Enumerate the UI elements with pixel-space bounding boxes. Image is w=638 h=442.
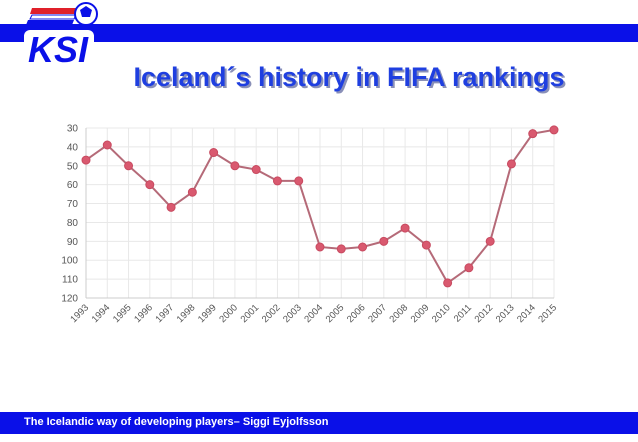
y-tick-label: 110 (62, 275, 78, 286)
x-tick-label: 2013 (494, 302, 517, 325)
x-tick-label: 1995 (111, 302, 134, 325)
x-tick-label: 2005 (324, 302, 347, 325)
y-tick-label: 120 (61, 294, 78, 305)
y-tick-label: 90 (67, 237, 79, 248)
x-tick-label: 2001 (239, 302, 262, 325)
data-point (528, 129, 538, 139)
data-point (145, 180, 155, 190)
logo-letters-bg (24, 30, 94, 64)
x-tick-label: 2000 (217, 302, 240, 325)
data-point (102, 140, 112, 150)
x-tick-label: 1999 (196, 302, 219, 325)
data-point (272, 176, 282, 186)
data-point (336, 244, 346, 254)
x-tick-label: 2003 (281, 302, 304, 325)
y-tick-label: 70 (67, 199, 79, 210)
logo-ball-patch (80, 6, 92, 17)
y-tick-label: 50 (67, 161, 79, 172)
x-tick-label: 1996 (132, 302, 155, 325)
y-tick-label: 30 (67, 124, 79, 135)
data-point (81, 155, 91, 165)
data-point (166, 202, 176, 212)
x-tick-label: 2004 (302, 302, 325, 325)
data-point (358, 242, 368, 252)
x-tick-label: 2010 (430, 302, 453, 325)
ksi-logo: KSI (20, 0, 104, 70)
data-point (294, 176, 304, 186)
ranking-chart: 30 40 50 60 70 80 90 100 110 120 1993 1994 1995 1996 1… (58, 118, 572, 348)
data-point (230, 161, 240, 171)
data-point (464, 263, 474, 273)
x-tick-label: 2014 (515, 302, 538, 325)
y-tick-label: 100 (61, 256, 78, 267)
data-point (251, 165, 261, 175)
x-tick-label: 1994 (90, 302, 113, 325)
logo-text: KSI (28, 29, 89, 68)
data-point (379, 236, 389, 246)
data-point (485, 236, 495, 246)
ksi-logo-graphic: KSI (24, 2, 98, 70)
footer-bar: The Icelandic way of developing players–… (0, 412, 638, 434)
logo-red-stripe (30, 8, 78, 14)
x-tick-label: 2011 (452, 302, 474, 324)
x-tick-label: 2009 (409, 302, 432, 325)
data-point (209, 148, 219, 158)
logo-white-stripe (29, 14, 77, 20)
top-banner-bar (0, 24, 638, 42)
y-tick-label: 40 (67, 142, 79, 153)
x-tick-label: 1993 (68, 302, 91, 325)
data-point (315, 242, 325, 252)
ranking-chart-svg: 3040506070809010011012019931994199519961… (61, 124, 559, 326)
x-tick-label: 2012 (473, 302, 496, 325)
x-tick-label: 2007 (366, 302, 389, 325)
x-tick-label: 1997 (153, 302, 176, 325)
logo-blue-stripe (26, 20, 74, 25)
x-tick-label: 2015 (536, 302, 559, 325)
x-tick-label: 1998 (175, 302, 198, 325)
data-point (443, 278, 453, 288)
y-tick-label: 60 (67, 180, 79, 191)
x-tick-label: 2008 (387, 302, 410, 325)
footer-text: The Icelandic way of developing players–… (24, 416, 329, 428)
data-point (400, 223, 410, 233)
data-point (187, 187, 197, 197)
x-tick-label: 2002 (260, 302, 283, 325)
data-point (421, 240, 431, 250)
data-point (506, 159, 516, 169)
page-title: Iceland´s history in FIFA rankings (133, 62, 565, 92)
data-point (549, 125, 559, 135)
data-point (124, 161, 134, 171)
x-tick-label: 2006 (345, 302, 368, 325)
y-tick-label: 80 (67, 218, 79, 229)
